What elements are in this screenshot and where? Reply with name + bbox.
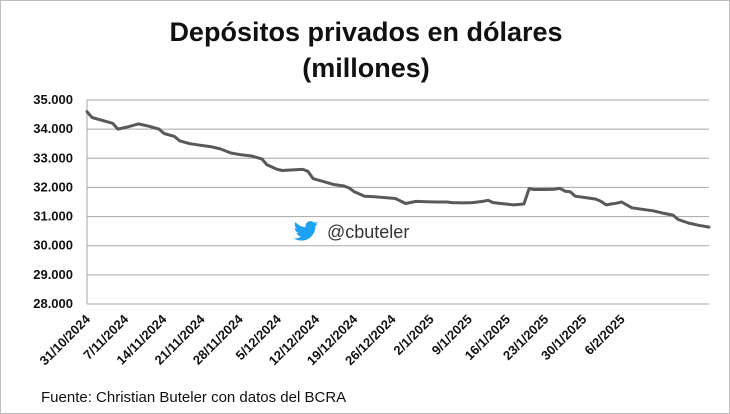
- x-tick-label: 6/2/2025: [581, 312, 627, 358]
- x-tick-label: 31/10/2024: [36, 311, 93, 368]
- watermark: @cbuteler: [291, 221, 409, 243]
- y-tick-label: 32.000: [33, 179, 73, 194]
- y-tick-label: 33.000: [33, 150, 73, 165]
- chart-subtitle: (millones): [302, 53, 430, 83]
- chart-title: Depósitos privados en dólares: [169, 17, 563, 47]
- y-tick-label: 31.000: [33, 209, 73, 224]
- x-tick-label: 2/1/2025: [390, 312, 436, 358]
- chart-source: Fuente: Christian Buteler con datos del …: [41, 389, 347, 406]
- y-tick-label: 30.000: [33, 238, 73, 253]
- y-tick-label: 28.000: [33, 296, 73, 311]
- y-tick-label: 35.000: [33, 92, 73, 107]
- watermark-handle: @cbuteler: [327, 221, 410, 242]
- y-tick-label: 29.000: [33, 267, 73, 282]
- y-tick-label: 34.000: [33, 121, 73, 136]
- twitter-bird-icon: [293, 221, 319, 241]
- series-line: [85, 110, 711, 229]
